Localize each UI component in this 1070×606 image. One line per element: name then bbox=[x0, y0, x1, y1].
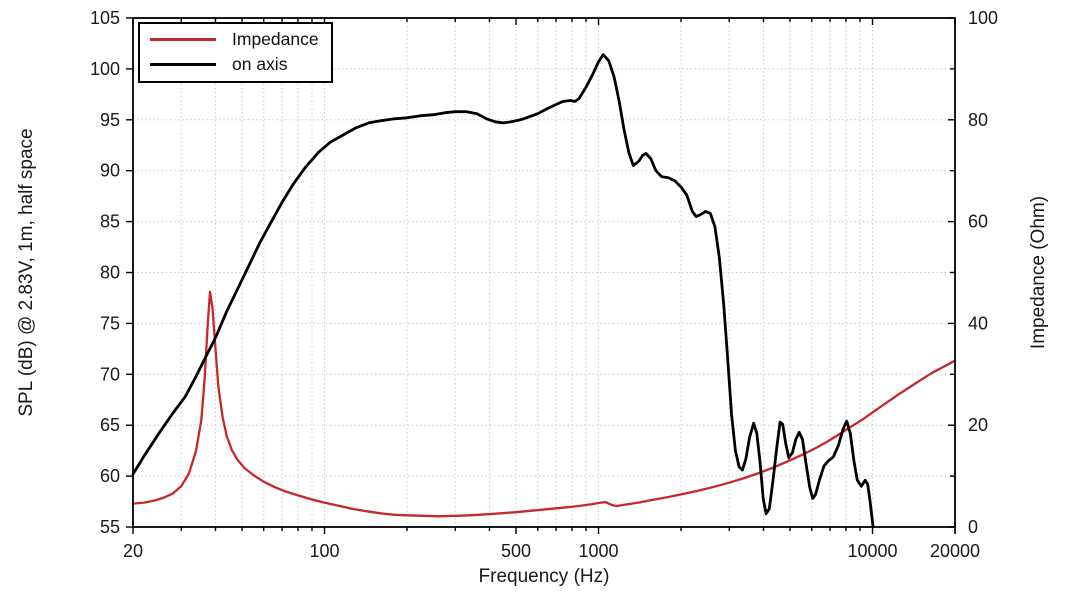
on-axis-line-swatch bbox=[150, 63, 216, 66]
y-right-tick-label: 40 bbox=[968, 313, 988, 333]
y-left-tick-label: 75 bbox=[100, 313, 120, 333]
y-left-tick-label: 90 bbox=[100, 161, 120, 181]
legend: Impedance on axis bbox=[138, 22, 333, 83]
y-left-tick-label: 60 bbox=[100, 466, 120, 486]
y-left-tick-label: 85 bbox=[100, 212, 120, 232]
x-tick-label: 10000 bbox=[847, 541, 897, 561]
x-tick-label: 20 bbox=[123, 541, 143, 561]
y-right-tick-label: 100 bbox=[968, 8, 998, 28]
x-tick-label: 100 bbox=[309, 541, 339, 561]
y-left-tick-label: 105 bbox=[90, 8, 120, 28]
x-tick-label: 1000 bbox=[578, 541, 618, 561]
y-left-tick-label: 55 bbox=[100, 517, 120, 537]
tick-labels: 20 100 500 1000 10000 20000556065707580859095… bbox=[90, 8, 998, 561]
y-left-tick-label: 65 bbox=[100, 415, 120, 435]
gridlines bbox=[133, 18, 955, 527]
y-right-tick-label: 0 bbox=[968, 517, 978, 537]
left-axis-title: SPL (dB) @ 2.83V, 1m, half space bbox=[16, 128, 37, 417]
legend-label-impedance: Impedance bbox=[232, 28, 319, 49]
legend-label-on-axis: on axis bbox=[232, 53, 288, 74]
y-right-tick-label: 80 bbox=[968, 110, 988, 130]
x-tick-label: 500 bbox=[501, 541, 531, 561]
y-left-tick-label: 80 bbox=[100, 263, 120, 283]
legend-item-impedance: Impedance bbox=[150, 29, 319, 50]
axis-ticks bbox=[126, 17, 956, 534]
spl-curve bbox=[131, 53, 875, 529]
impedance-curve bbox=[131, 290, 957, 518]
x-tick-label: 20000 bbox=[930, 541, 980, 561]
y-right-tick-label: 60 bbox=[968, 212, 988, 232]
y-left-tick-label: 70 bbox=[100, 364, 120, 384]
right-axis-title: Impedance (Ohm) bbox=[1028, 195, 1049, 350]
legend-item-on-axis: on axis bbox=[150, 54, 319, 75]
y-left-tick-label: 100 bbox=[90, 59, 120, 79]
y-left-tick-label: 95 bbox=[100, 110, 120, 130]
y-right-tick-label: 20 bbox=[968, 415, 988, 435]
impedance-line-swatch bbox=[150, 38, 216, 41]
x-axis-title: Frequency (Hz) bbox=[478, 566, 610, 587]
